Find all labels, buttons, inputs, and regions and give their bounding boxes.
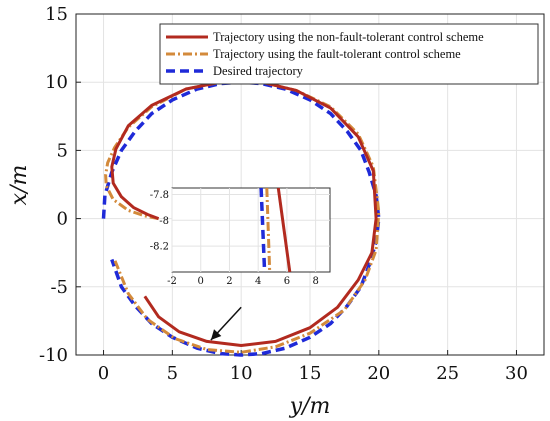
inset-series-layer [259, 187, 292, 273]
inset-x-tick-label: 4 [255, 276, 261, 287]
legend: Trajectory using the non-fault-tolerant … [159, 23, 539, 85]
x-tick-label: 20 [367, 363, 390, 384]
inset-series-line-desired [259, 187, 267, 273]
series-line-nonft [110, 79, 378, 347]
inset-x-tick-label: 2 [226, 276, 232, 287]
inset-y-tick-label: -8.2 [150, 242, 169, 253]
legend-label-desired: Desired trajectory [213, 64, 304, 78]
inset-series-line-nonft [276, 187, 292, 273]
legend-box [159, 23, 539, 85]
y-axis-label: x/m [7, 165, 32, 206]
x-tick-label: 25 [436, 363, 459, 384]
x-tick-label: 15 [299, 363, 322, 384]
inset-frame [171, 187, 331, 273]
x-tick-label: 0 [98, 363, 109, 384]
y-axis-ticks: -10 -5 0 5 10 15 [39, 4, 81, 366]
x-tick-label: 5 [167, 363, 178, 384]
arrow-head [210, 329, 222, 340]
y-tick-label: -10 [39, 345, 68, 366]
inset-x-tick-label: 8 [312, 276, 318, 287]
x-axis-ticks: 0 5 10 15 20 25 30 [98, 350, 528, 384]
legend-label-ft: Trajectory using the fault-tolerant cont… [213, 47, 461, 61]
y-tick-label: -5 [50, 277, 68, 298]
inset-zoom: -2 0 2 4 6 8 -7.8 -8 -8.2 [150, 187, 331, 287]
x-tick-label: 30 [505, 363, 528, 384]
inset-x-ticks: -2 0 2 4 6 8 [167, 276, 319, 287]
inset-y-tick-label: -7.8 [150, 190, 169, 201]
inset-x-tick-label: 6 [284, 276, 290, 287]
inset-x-tick-label: -2 [167, 276, 177, 287]
y-tick-label: 10 [45, 72, 68, 93]
y-tick-label: 0 [57, 209, 68, 230]
inset-y-ticks: -7.8 -8 -8.2 [150, 190, 169, 253]
x-tick-label: 10 [230, 363, 253, 384]
inset-y-tick-label: -8 [159, 216, 169, 227]
inset-series-line-ft [265, 187, 272, 273]
zoom-arrow [210, 306, 242, 341]
inset-x-tick-label: 0 [198, 276, 204, 287]
x-axis-label: y/m [289, 394, 331, 419]
series-layer [101, 79, 381, 357]
inset-grid [171, 188, 330, 272]
legend-label-nonft: Trajectory using the non-fault-tolerant … [213, 30, 484, 44]
y-tick-label: 15 [45, 4, 68, 25]
y-tick-label: 5 [57, 140, 68, 161]
